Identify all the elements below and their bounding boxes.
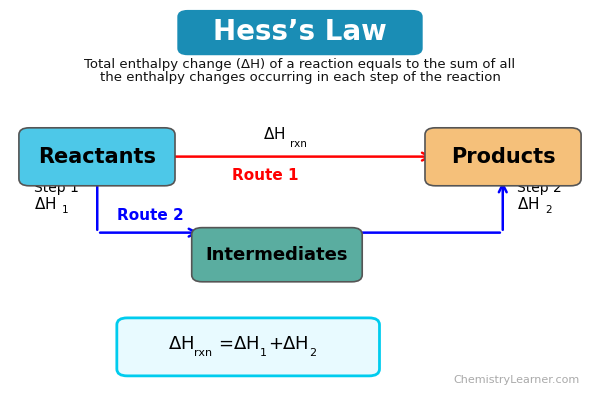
Text: ChemistryLearner.com: ChemistryLearner.com <box>453 375 580 385</box>
Text: 1: 1 <box>62 205 68 215</box>
Text: Products: Products <box>451 147 556 167</box>
Text: 2: 2 <box>545 205 552 215</box>
Text: Reactants: Reactants <box>38 147 156 167</box>
Text: Hess’s Law: Hess’s Law <box>213 18 387 46</box>
FancyBboxPatch shape <box>178 10 422 55</box>
Text: 2: 2 <box>308 348 316 358</box>
Text: Step 2: Step 2 <box>517 182 562 196</box>
FancyBboxPatch shape <box>425 128 581 186</box>
Text: $\Delta$H: $\Delta$H <box>167 335 194 353</box>
Text: +: + <box>268 335 283 353</box>
FancyBboxPatch shape <box>117 318 379 376</box>
Text: Step 1: Step 1 <box>34 182 79 196</box>
Text: $\Delta$H: $\Delta$H <box>263 126 285 142</box>
Text: Intermediates: Intermediates <box>206 246 348 264</box>
Text: $\Delta$H: $\Delta$H <box>233 335 259 353</box>
Text: rxn: rxn <box>194 348 212 358</box>
Text: 1: 1 <box>260 348 266 358</box>
Text: $\Delta$H: $\Delta$H <box>281 335 308 353</box>
Text: the enthalpy changes occurring in each step of the reaction: the enthalpy changes occurring in each s… <box>100 71 500 84</box>
Text: $\Delta$H: $\Delta$H <box>517 196 539 212</box>
Text: Total enthalpy change (ΔH) of a reaction equals to the sum of all: Total enthalpy change (ΔH) of a reaction… <box>85 58 515 71</box>
Text: =: = <box>218 335 233 353</box>
Text: rxn: rxn <box>290 139 307 149</box>
Text: Route 1: Route 1 <box>232 168 299 182</box>
Text: Route 2: Route 2 <box>117 208 184 223</box>
Text: $\Delta$H: $\Delta$H <box>34 196 56 212</box>
FancyBboxPatch shape <box>19 128 175 186</box>
FancyBboxPatch shape <box>192 228 362 282</box>
